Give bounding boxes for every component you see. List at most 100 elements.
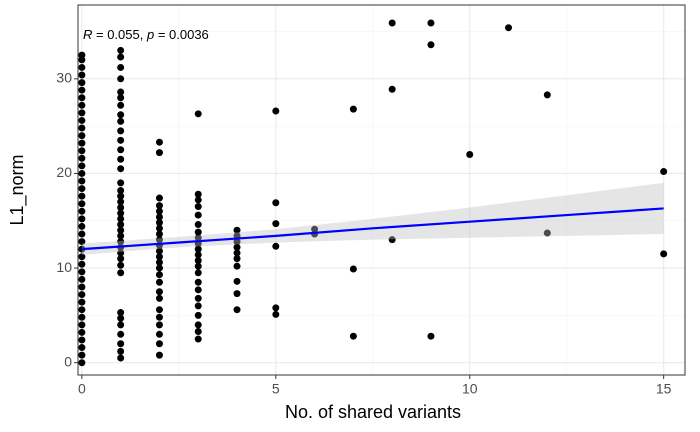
point	[117, 347, 125, 355]
point	[78, 139, 86, 147]
point	[155, 213, 163, 221]
point	[194, 278, 202, 286]
y-axis-title: L1_norm	[7, 154, 28, 225]
point	[155, 253, 163, 261]
point	[543, 91, 551, 99]
point	[117, 340, 125, 348]
point	[78, 268, 86, 276]
point	[194, 286, 202, 294]
point	[155, 194, 163, 202]
x-tick-label: 5	[272, 381, 280, 397]
point	[155, 236, 163, 244]
point	[117, 127, 125, 135]
point	[78, 79, 86, 87]
x-tick-label: 0	[78, 381, 86, 397]
point	[466, 151, 474, 159]
point	[233, 249, 241, 257]
point	[117, 198, 125, 206]
point	[155, 330, 163, 338]
point	[78, 260, 86, 268]
point	[427, 41, 435, 49]
point	[194, 294, 202, 302]
point	[194, 262, 202, 270]
point	[155, 306, 163, 314]
point	[78, 222, 86, 230]
point	[155, 313, 163, 321]
point	[194, 327, 202, 335]
point	[78, 200, 86, 208]
point	[272, 199, 280, 207]
point	[155, 258, 163, 266]
point	[117, 101, 125, 109]
point	[78, 275, 86, 283]
point	[117, 75, 125, 83]
point	[660, 250, 668, 258]
point	[388, 19, 396, 27]
point	[233, 277, 241, 285]
point	[194, 245, 202, 253]
point	[117, 354, 125, 362]
point	[155, 278, 163, 286]
point	[233, 243, 241, 251]
point	[194, 190, 202, 198]
point	[78, 132, 86, 140]
point	[117, 209, 125, 217]
point	[78, 124, 86, 132]
point	[78, 283, 86, 291]
y-tick-label: 0	[64, 353, 72, 369]
point	[272, 310, 280, 318]
point	[233, 238, 241, 246]
point	[155, 149, 163, 157]
plot-border	[77, 4, 686, 376]
point	[78, 116, 86, 124]
point	[78, 230, 86, 238]
point	[543, 229, 551, 237]
x-tick-label: 15	[656, 381, 672, 397]
point	[272, 107, 280, 115]
point	[194, 269, 202, 277]
point	[78, 71, 86, 79]
point	[155, 207, 163, 215]
point	[427, 332, 435, 340]
x-axis-title: No. of shared variants	[285, 402, 461, 422]
point	[78, 291, 86, 299]
point	[233, 306, 241, 314]
point	[194, 234, 202, 242]
point	[272, 242, 280, 250]
point	[117, 221, 125, 229]
point	[194, 321, 202, 329]
point	[155, 230, 163, 238]
point	[194, 251, 202, 259]
point	[117, 249, 125, 257]
point	[388, 236, 396, 244]
point	[233, 226, 241, 234]
point	[155, 202, 163, 210]
annotation-part: = 0.055,	[92, 27, 147, 42]
point	[78, 109, 86, 117]
point	[155, 224, 163, 232]
point	[155, 219, 163, 227]
point	[117, 215, 125, 223]
point	[78, 344, 86, 352]
annotation-part: p	[146, 27, 154, 42]
point	[78, 359, 86, 367]
point	[117, 146, 125, 154]
point	[78, 192, 86, 200]
point	[194, 256, 202, 264]
regression-line	[81, 207, 664, 251]
annotation-part: R	[83, 27, 92, 42]
point	[117, 232, 125, 240]
point	[117, 117, 125, 125]
point	[427, 19, 435, 27]
annotation-part: = 0.0036	[154, 27, 209, 42]
point	[78, 162, 86, 170]
point	[660, 168, 668, 176]
y-tick-label: 30	[56, 70, 72, 86]
point	[272, 220, 280, 228]
x-tick-label: 10	[462, 381, 478, 397]
point	[117, 309, 125, 317]
point	[194, 228, 202, 236]
point	[194, 203, 202, 211]
point	[117, 269, 125, 277]
